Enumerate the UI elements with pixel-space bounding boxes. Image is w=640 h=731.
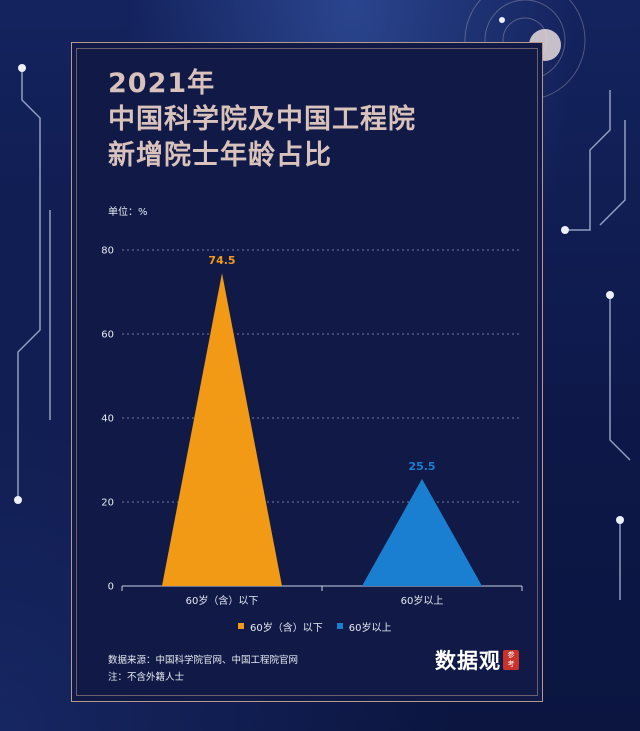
- legend-label-over-60: 60岁以上: [348, 622, 392, 634]
- data-source: 数据来源：中国科学院官网、中国工程院官网 注：不含外籍人士: [108, 652, 298, 686]
- legend-swatch-under-60: [238, 623, 244, 629]
- legend-item-over-60: 60岁以上: [336, 619, 392, 634]
- legend-item-under-60: 60岁（含）以下: [238, 619, 323, 634]
- logo-badge-bottom: 考: [507, 660, 515, 668]
- legend-label-under-60: 60岁（含）以下: [250, 622, 323, 634]
- data-label: 25.5: [408, 460, 435, 473]
- title-line-3: 新增院士年龄占比: [108, 140, 332, 171]
- chart-panel: [71, 42, 543, 702]
- y-tick-label: 0: [108, 582, 114, 593]
- triangle-mark: [362, 478, 482, 586]
- chart-panel-inner-border: [76, 48, 538, 696]
- y-tick-label: 80: [101, 246, 114, 257]
- data-label: 74.5: [208, 254, 235, 267]
- source-line: 数据来源：中国科学院官网、中国工程院官网: [108, 655, 299, 666]
- x-tick-label: 60岁（含）以下: [186, 594, 259, 607]
- y-tick-label: 60: [101, 330, 114, 341]
- legend-swatch-over-60: [336, 623, 343, 629]
- x-tick-label: 60岁以上: [401, 594, 444, 607]
- title-line-2: 中国科学院及中国工程院: [108, 104, 416, 135]
- logo-text: 数据观: [435, 649, 501, 673]
- brand-logo: 数据观 参 考: [435, 645, 519, 675]
- y-tick-label: 20: [101, 498, 114, 509]
- logo-badge: 参 考: [503, 650, 519, 670]
- note-line: 注：不含外籍人士: [108, 672, 185, 683]
- triangle-mark: [162, 273, 282, 586]
- logo-badge-top: 参: [507, 651, 515, 659]
- unit-label: 单位：%: [108, 207, 148, 218]
- legend: 60岁（含）以下 60岁以上: [238, 619, 392, 634]
- chart-title: 2021年 中国科学院及中国工程院 新增院士年龄占比: [108, 66, 416, 174]
- y-tick-label: 40: [101, 414, 114, 425]
- title-line-1: 2021年: [108, 68, 216, 99]
